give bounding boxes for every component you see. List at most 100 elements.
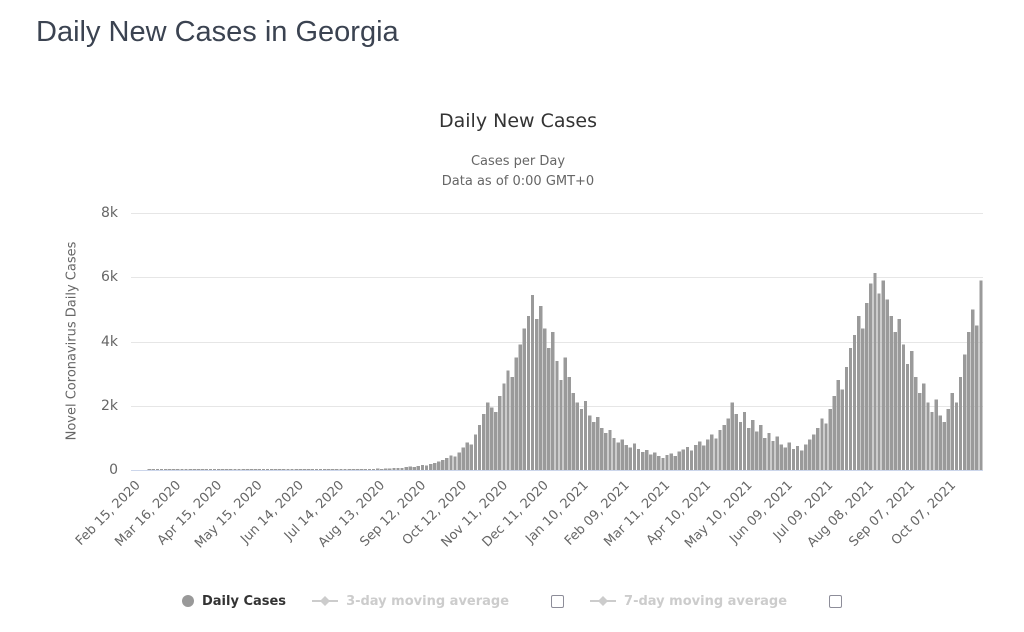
daily-cases-bar — [388, 468, 392, 470]
daily-cases-bar — [795, 445, 800, 470]
daily-cases-bar — [322, 469, 327, 470]
daily-cases-bar — [697, 441, 702, 470]
daily-cases-bar — [856, 315, 861, 470]
daily-cases-bar — [844, 367, 849, 470]
daily-cases-bar — [620, 439, 624, 470]
daily-cases-bar — [530, 294, 535, 470]
legend-item-7-day-moving-average[interactable]: 7-day moving average — [590, 594, 787, 609]
legend-item-3-day-moving-average[interactable]: 3-day moving average — [312, 594, 509, 609]
daily-cases-bar — [274, 469, 278, 470]
daily-cases-bar — [543, 328, 547, 470]
daily-cases-bar — [420, 464, 425, 470]
daily-cases-bar — [555, 360, 559, 470]
daily-cases-bar — [526, 315, 531, 470]
daily-cases-bar — [746, 428, 751, 470]
daily-cases-bar — [657, 456, 661, 470]
daily-cases-bar — [241, 469, 245, 470]
page-title: Daily New Cases in Georgia — [36, 16, 399, 48]
daily-cases-bar — [245, 469, 249, 470]
daily-cases-bar — [367, 468, 372, 470]
daily-cases-bar — [645, 450, 649, 470]
daily-cases-bar — [408, 466, 412, 470]
daily-cases-bar — [677, 451, 681, 470]
daily-cases-bar — [298, 469, 302, 470]
daily-cases-bar — [710, 434, 714, 470]
daily-cases-bar — [742, 412, 747, 470]
daily-cases-bar — [685, 446, 690, 470]
daily-cases-bar — [693, 444, 698, 470]
legend-item-daily-cases[interactable]: Daily Cases — [181, 594, 286, 609]
daily-cases-bar — [612, 437, 616, 470]
daily-cases-bar — [975, 325, 979, 470]
daily-cases-bar — [942, 421, 946, 470]
daily-cases-bar — [787, 442, 792, 470]
gridline-8k — [131, 213, 983, 214]
daily-cases-bar — [278, 469, 282, 470]
daily-cases-bar — [506, 370, 510, 470]
daily-cases-bar — [396, 468, 400, 470]
daily-cases-bar — [689, 450, 694, 470]
daily-cases-bar — [587, 415, 592, 470]
daily-cases-bar — [579, 408, 584, 470]
daily-cases-bar — [738, 421, 743, 470]
daily-cases-bar — [930, 412, 934, 470]
daily-cases-bar — [799, 450, 804, 470]
daily-cases-bar-series — [147, 273, 983, 470]
daily-cases-bar — [881, 280, 885, 470]
daily-cases-bar — [653, 452, 657, 470]
daily-cases-bar — [302, 469, 306, 470]
daily-cases-bar — [469, 444, 474, 470]
daily-cases-bar — [481, 413, 486, 470]
daily-cases-bar — [734, 413, 739, 470]
daily-cases-bar — [604, 433, 608, 470]
chart-legend: Daily Cases 3-day moving average 7-day mov… — [0, 586, 1024, 616]
daily-cases-bar — [237, 469, 241, 470]
daily-cases-bar — [486, 402, 490, 470]
daily-cases-bar — [779, 444, 783, 470]
daily-cases-bar — [673, 455, 677, 470]
daily-cases-bar — [714, 438, 718, 470]
chart-title: Daily New Cases — [439, 110, 597, 132]
daily-cases-bar — [327, 469, 331, 470]
daily-cases-bar — [151, 469, 156, 470]
daily-cases-bar — [661, 457, 665, 470]
daily-cases-bar — [608, 429, 612, 470]
daily-cases-bar — [897, 319, 902, 470]
daily-cases-bar — [216, 469, 221, 470]
daily-cases-bar — [808, 439, 812, 470]
x-axis-line — [131, 470, 983, 471]
daily-cases-bar — [828, 408, 832, 470]
daily-cases-bar — [539, 306, 543, 470]
daily-cases-bar — [200, 469, 204, 470]
daily-cases-bar — [632, 443, 637, 470]
daily-cases-bar — [159, 469, 164, 470]
daily-cases-bar — [783, 447, 787, 470]
daily-cases-bar — [640, 452, 645, 470]
daily-cases-bar — [979, 280, 983, 470]
legend-checkbox-7-day-moving-average[interactable] — [829, 594, 843, 608]
daily-cases-bar — [184, 469, 188, 470]
daily-cases-bar — [494, 412, 498, 470]
daily-cases-bar — [192, 469, 196, 470]
daily-cases-bar — [314, 469, 319, 470]
daily-cases-bar — [775, 436, 779, 470]
daily-cases-bar — [852, 335, 857, 470]
daily-cases-bar — [950, 392, 955, 470]
daily-cases-bar — [180, 469, 184, 470]
daily-cases-bar — [404, 467, 408, 470]
daily-cases-bar — [477, 425, 482, 470]
daily-cases-bar — [905, 363, 910, 470]
daily-cases-bar — [371, 469, 376, 470]
daily-cases-bar — [318, 469, 323, 470]
daily-cases-bar — [791, 449, 796, 470]
daily-cases-bar — [534, 319, 539, 470]
gridline-4k — [131, 341, 983, 343]
daily-cases-bar — [514, 357, 518, 470]
legend-checkbox-3-day-moving-average[interactable] — [551, 594, 565, 608]
daily-cases-bar — [812, 434, 816, 470]
daily-cases-bar — [865, 302, 869, 470]
daily-cases-bar — [188, 469, 192, 470]
daily-cases-bar — [750, 420, 755, 470]
daily-cases-bar — [706, 439, 710, 470]
daily-cases-bar — [832, 396, 836, 470]
